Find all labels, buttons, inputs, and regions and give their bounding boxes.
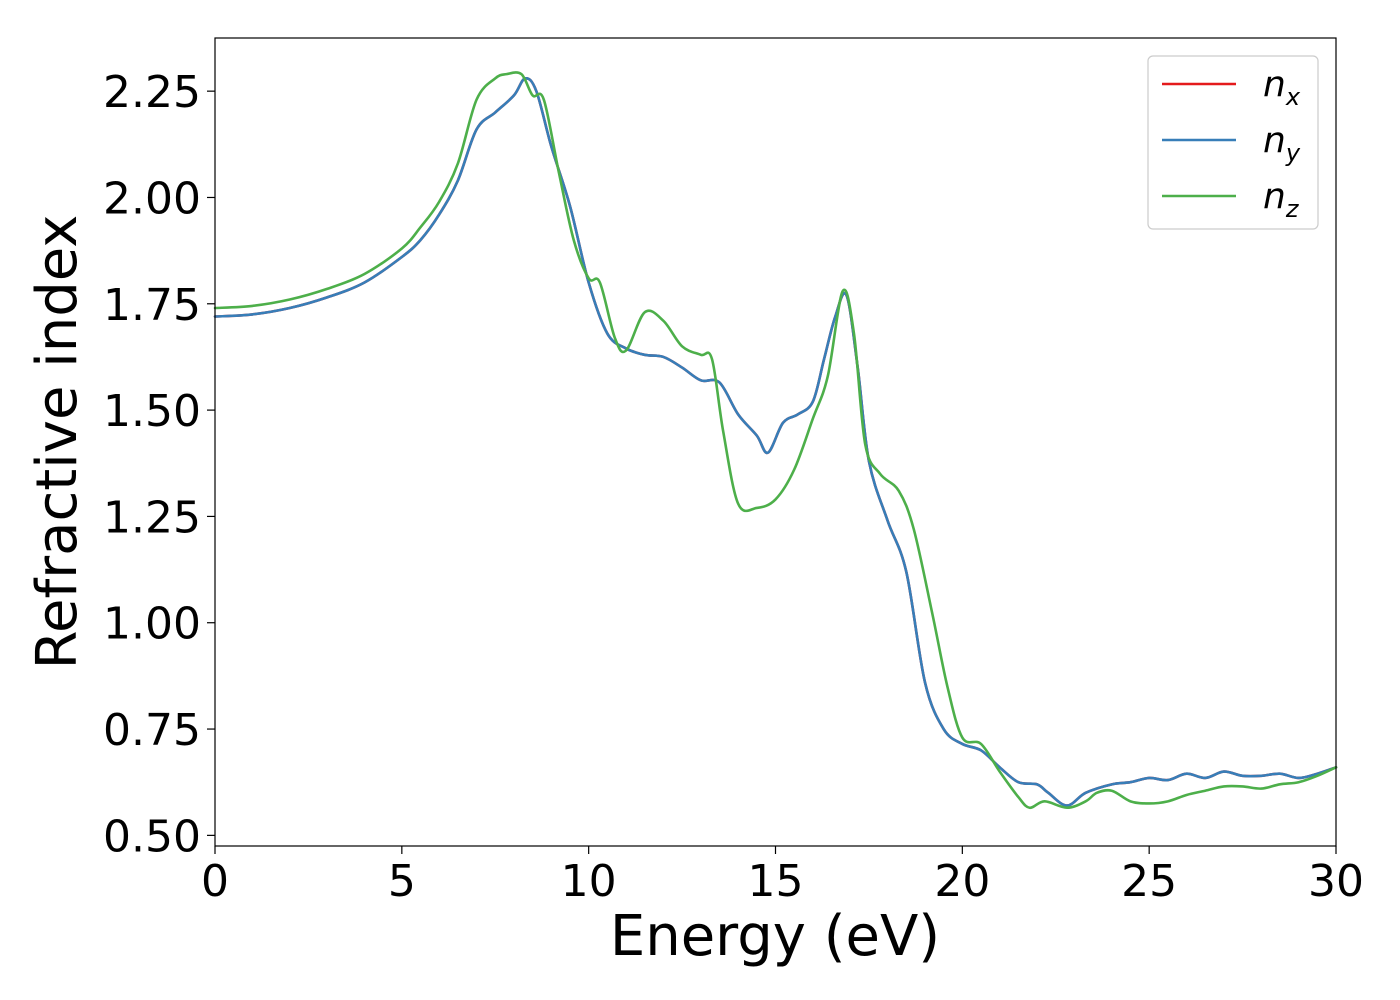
legend-label-x: nx bbox=[1263, 64, 1301, 111]
y-tick-label: 1.00 bbox=[103, 599, 201, 650]
y-tick-label: 1.50 bbox=[103, 386, 201, 437]
y-tick-label: 2.25 bbox=[103, 67, 201, 118]
y-tick-label: 0.50 bbox=[103, 811, 201, 862]
x-axis-label: Energy (eV) bbox=[610, 904, 940, 969]
legend-box bbox=[1147, 55, 1319, 230]
x-tick-label: 5 bbox=[388, 856, 416, 907]
series-line-y bbox=[213, 76, 1338, 807]
x-tick-label: 10 bbox=[561, 856, 617, 907]
y-tick-label: 2.00 bbox=[103, 173, 201, 224]
y-tick-label: 0.75 bbox=[103, 705, 201, 756]
y-axis: 0.50 0.75 1.00 1.25 1.50 1.75 2.00 2.25 bbox=[103, 67, 215, 862]
series-line-z bbox=[213, 71, 1338, 810]
y-tick-label: 1.75 bbox=[103, 280, 201, 331]
x-tick-label: 20 bbox=[934, 856, 990, 907]
legend-label-z: nz bbox=[1263, 176, 1300, 223]
x-tick-label: 30 bbox=[1308, 856, 1364, 907]
x-axis: 0 5 10 15 20 25 30 bbox=[201, 846, 1364, 907]
legend-label-y: ny bbox=[1263, 120, 1301, 167]
x-tick-label: 15 bbox=[748, 856, 804, 907]
y-tick-label: 1.25 bbox=[103, 492, 201, 543]
x-tick-label: 0 bbox=[201, 856, 229, 907]
legend: nx ny nz bbox=[1147, 55, 1319, 230]
series-layer bbox=[213, 71, 1338, 810]
x-tick-label: 25 bbox=[1121, 856, 1177, 907]
y-axis-label: Refractive index bbox=[25, 215, 90, 670]
